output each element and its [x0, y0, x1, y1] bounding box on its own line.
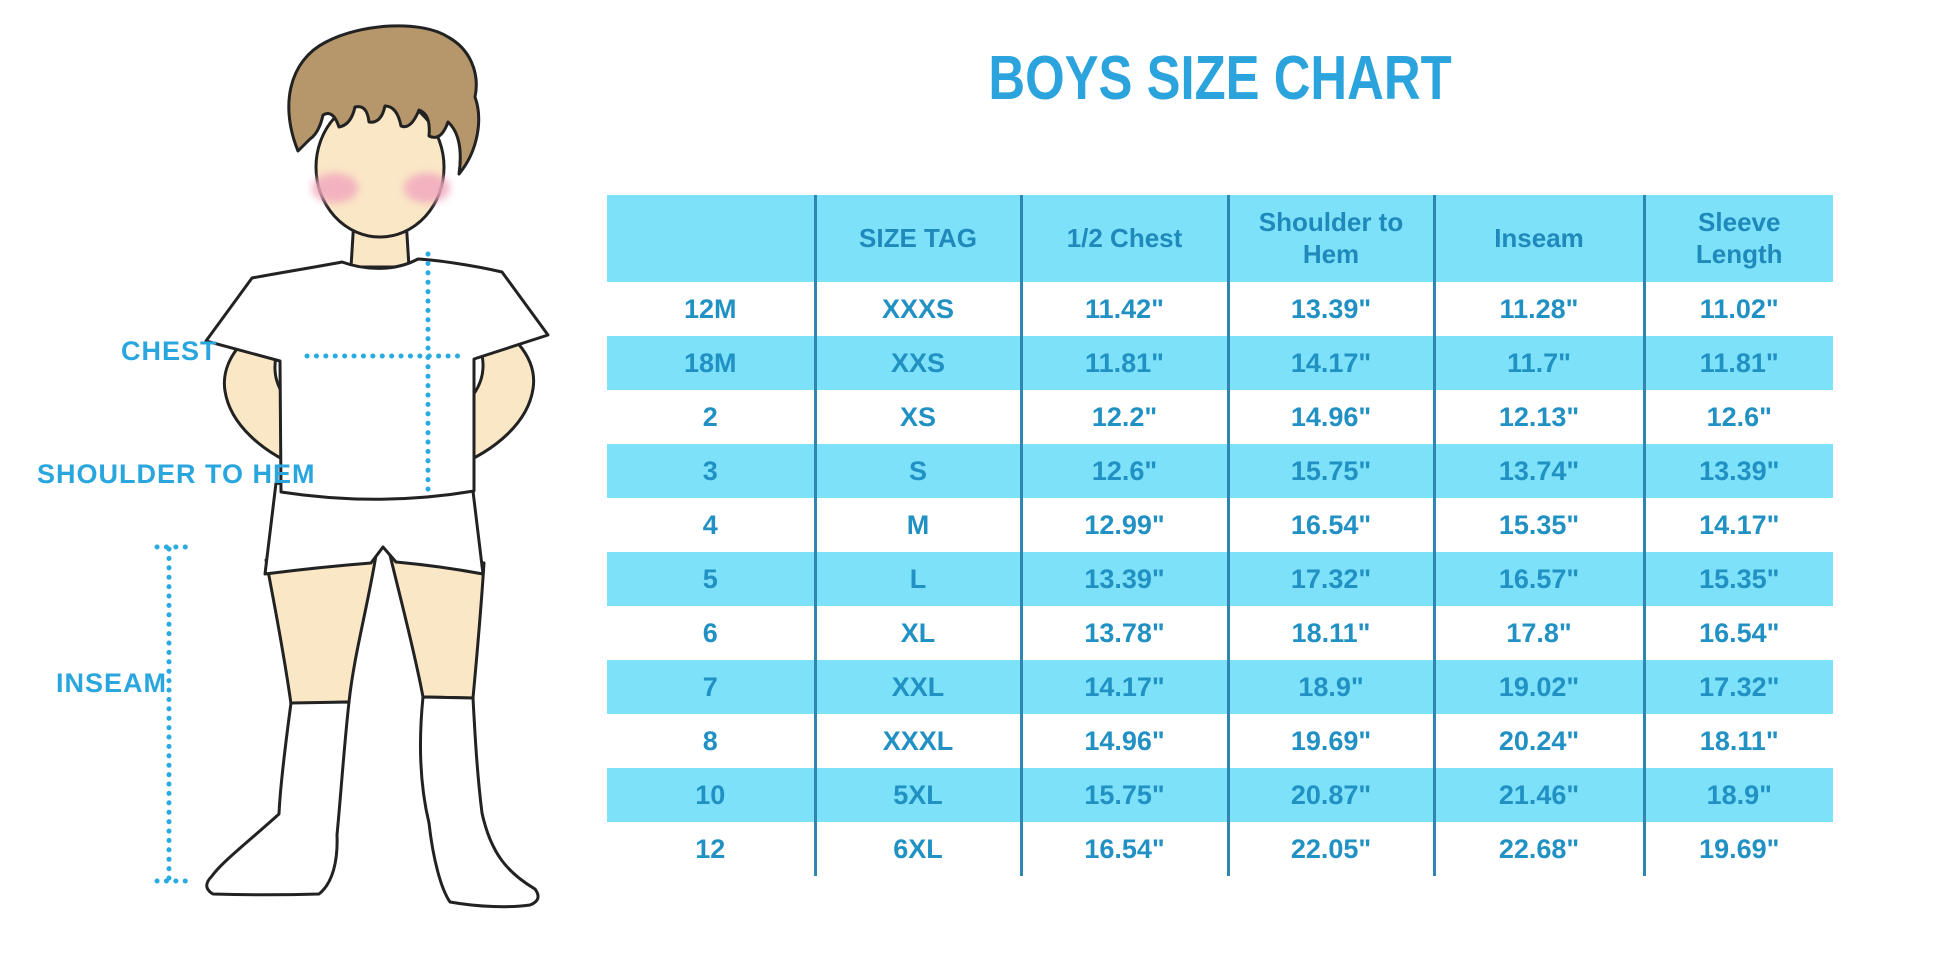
size-cell: 13.39" — [1226, 282, 1434, 336]
table-row: 8 XXXL 14.96" 19.69" 20.24" 18.11" — [607, 714, 1833, 768]
column-header-size — [607, 195, 815, 282]
table-row: 5 L 13.39" 17.32" 16.57" 15.35" — [607, 552, 1833, 606]
size-cell: 18M — [607, 336, 815, 390]
size-cell: 5 — [607, 552, 815, 606]
size-cell: 12M — [683, 293, 737, 324]
size-cell: 18.11" — [1642, 714, 1833, 768]
size-cell: 13.78" — [1019, 606, 1228, 660]
size-cell: 12 — [695, 833, 726, 864]
t-shirt — [204, 257, 550, 501]
size-cell: XS — [813, 390, 1021, 444]
column-header-inseam: Inseam — [1432, 195, 1644, 282]
size-cell: XL — [813, 606, 1021, 660]
inseam-label: INSEAM — [56, 668, 168, 698]
size-cell: 16.54" — [1019, 822, 1228, 876]
table-row: 6 XL 13.78" 18.11" 17.8" 16.54" — [607, 606, 1833, 660]
size-cell: 16.54" — [1642, 606, 1833, 660]
size-cell: M — [813, 498, 1021, 552]
table-row: 2 XS 12.2" 14.96" 12.13" 12.6" — [607, 390, 1833, 444]
size-cell: 14.17" — [1226, 336, 1434, 390]
size-cell: 11.81" — [1642, 336, 1833, 390]
table-row: 18M XXS 11.81" 14.17" 11.7" 11.81" — [607, 336, 1833, 390]
table-row: 3 S 12.6" 15.75" 13.74" 13.39" — [607, 444, 1833, 498]
size-cell: 22.05" — [1226, 822, 1434, 876]
size-cell: 6 — [702, 617, 718, 648]
size-cell: 13.39" — [1642, 444, 1833, 498]
size-cell: 17.32" — [1642, 660, 1833, 714]
size-cell: 11.02" — [1642, 282, 1833, 336]
size-cell: 20.87" — [1226, 768, 1434, 822]
size-cell: 11.28" — [1432, 282, 1644, 336]
size-cell: 14.96" — [1019, 714, 1228, 768]
column-header-size-tag: SIZE TAG — [813, 195, 1021, 282]
size-cell: 2 — [702, 401, 718, 432]
size-cell: 8 — [702, 725, 718, 756]
size-cell: 14.17" — [1019, 660, 1228, 714]
column-header-shoulder-to-hem: Shoulder to Hem — [1226, 195, 1434, 282]
size-cell: 10 — [607, 768, 815, 822]
size-cell: 19.69" — [1226, 714, 1434, 768]
size-cell: 12.99" — [1019, 498, 1228, 552]
shoulder-to-hem-label: SHOULDER TO HEM — [37, 459, 316, 489]
size-cell: 6XL — [813, 822, 1021, 876]
size-cell: 12.6" — [1019, 444, 1228, 498]
size-cell: 19.02" — [1432, 660, 1644, 714]
size-table: SIZE TAG 1/2 Chest Shoulder to Hem Insea… — [607, 195, 1833, 876]
size-cell: 21.46" — [1432, 768, 1644, 822]
size-cell: 5XL — [813, 768, 1021, 822]
size-cell: 12.6" — [1642, 390, 1833, 444]
right-blush — [404, 173, 450, 203]
hair — [287, 24, 481, 176]
table-row: 4 M 12.99" 16.54" 15.35" 14.17" — [607, 498, 1833, 552]
size-cell: 13.74" — [1432, 444, 1644, 498]
size-cell: 15.75" — [1019, 768, 1228, 822]
size-cell: 14.17" — [1642, 498, 1833, 552]
left-blush — [312, 173, 358, 203]
left-sock — [205, 700, 351, 897]
size-cell: 11.42" — [1019, 282, 1228, 336]
left-thigh — [264, 553, 378, 706]
page-title: BOYS SIZE CHART — [988, 44, 1452, 113]
size-cell: L — [813, 552, 1021, 606]
table-row: 7 XXL 14.17" 18.9" 19.02" 17.32" — [607, 660, 1833, 714]
size-cell: 11.7" — [1432, 336, 1644, 390]
size-cell: 3 — [607, 444, 815, 498]
size-cell: XXXS — [813, 282, 1021, 336]
size-cell: 15.35" — [1642, 552, 1833, 606]
size-cell: 18.9" — [1642, 768, 1833, 822]
size-cell: 15.35" — [1432, 498, 1644, 552]
size-cell: 7 — [607, 660, 815, 714]
column-header-sleeve-length: Sleeve Length — [1642, 195, 1833, 282]
size-cell: 13.39" — [1019, 552, 1228, 606]
size-cell: 4 — [702, 509, 718, 540]
right-sock — [419, 695, 540, 909]
size-cell: 14.96" — [1226, 390, 1434, 444]
chest-label: CHEST — [121, 336, 218, 366]
size-cell: 15.75" — [1226, 444, 1434, 498]
size-cell: 18.11" — [1226, 606, 1434, 660]
table-row: 12 6XL 16.54" 22.05" 22.68" 19.69" — [607, 822, 1833, 876]
size-cell: XXXL — [813, 714, 1021, 768]
size-cell: S — [813, 444, 1021, 498]
size-cell: 19.69" — [1642, 822, 1833, 876]
size-cell: 22.68" — [1432, 822, 1644, 876]
table-row: 10 5XL 15.75" 20.87" 21.46" 18.9" — [607, 768, 1833, 822]
size-cell: 11.81" — [1019, 336, 1228, 390]
size-cell: 20.24" — [1432, 714, 1644, 768]
header-row: SIZE TAG 1/2 Chest Shoulder to Hem Insea… — [607, 195, 1833, 282]
boy-illustration — [154, 24, 550, 909]
size-cell: 16.57" — [1432, 552, 1644, 606]
size-cell: 17.8" — [1432, 606, 1644, 660]
size-cell: 18.9" — [1226, 660, 1434, 714]
table-row: 12M XXXS 11.42" 13.39" 11.28" 11.02" — [607, 282, 1833, 336]
column-header-half-chest: 1/2 Chest — [1019, 195, 1228, 282]
size-cell: XXL — [813, 660, 1021, 714]
size-cell: XXS — [813, 336, 1021, 390]
right-thigh — [388, 553, 486, 700]
size-cell: 16.54" — [1226, 498, 1434, 552]
size-cell: 12.13" — [1432, 390, 1644, 444]
size-cell: 17.32" — [1226, 552, 1434, 606]
size-cell: 12.2" — [1019, 390, 1228, 444]
